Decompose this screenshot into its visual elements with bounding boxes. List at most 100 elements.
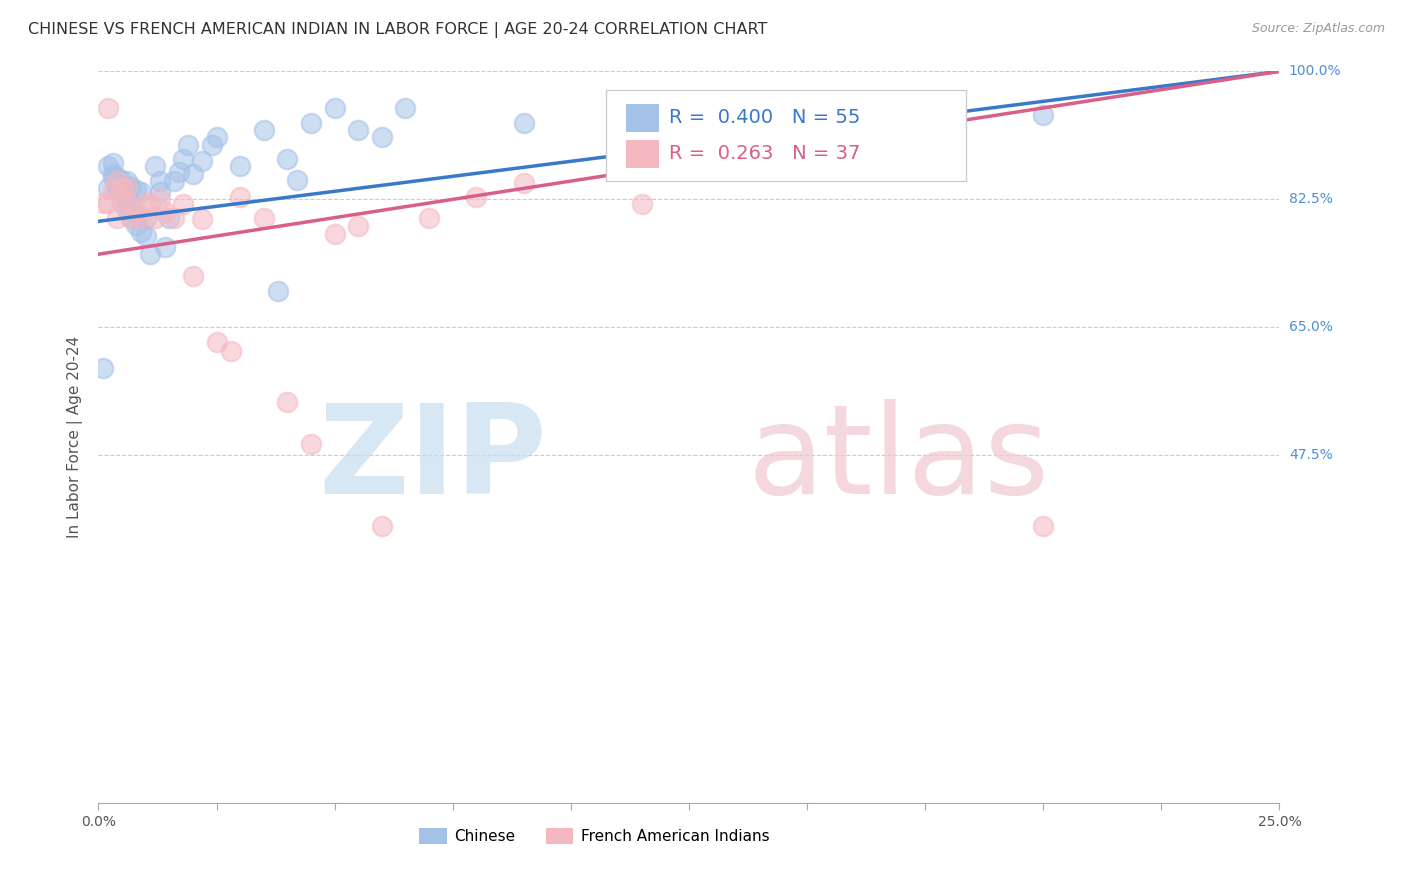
French American Indians	[105, 174, 128, 188]
French American Indians	[143, 211, 166, 225]
French American Indians	[229, 190, 252, 204]
Chinese	[135, 228, 157, 243]
Chinese	[205, 130, 228, 145]
French American Indians	[153, 204, 176, 219]
Chinese	[177, 137, 200, 152]
Chinese	[101, 170, 124, 185]
French American Indians	[1032, 519, 1054, 533]
Chinese	[115, 174, 138, 188]
Chinese	[512, 115, 534, 129]
Chinese	[97, 181, 120, 195]
French American Indians	[149, 192, 172, 206]
Chinese	[139, 247, 162, 261]
Chinese	[149, 185, 172, 199]
French American Indians	[135, 196, 157, 211]
French American Indians	[101, 183, 124, 197]
Chinese	[153, 240, 176, 254]
Chinese	[347, 123, 370, 137]
Chinese	[285, 172, 308, 186]
French American Indians	[205, 334, 228, 349]
Chinese	[101, 156, 124, 170]
Chinese	[276, 152, 298, 166]
Chinese	[105, 181, 128, 195]
Chinese	[167, 165, 190, 179]
Chinese	[91, 360, 114, 375]
French American Indians	[121, 211, 143, 225]
Chinese	[149, 174, 172, 188]
French American Indians	[139, 197, 162, 211]
Chinese	[201, 137, 224, 152]
Chinese	[323, 101, 346, 115]
Chinese	[129, 225, 152, 239]
French American Indians	[115, 181, 138, 195]
Chinese	[115, 203, 138, 218]
FancyBboxPatch shape	[626, 140, 659, 168]
Chinese	[630, 152, 652, 166]
Chinese	[111, 185, 134, 199]
French American Indians	[323, 227, 346, 241]
Chinese	[121, 180, 143, 194]
Legend: Chinese, French American Indians: Chinese, French American Indians	[413, 822, 776, 850]
French American Indians	[172, 197, 194, 211]
French American Indians	[796, 153, 818, 168]
FancyBboxPatch shape	[626, 103, 659, 131]
Chinese	[111, 174, 134, 188]
Chinese	[129, 185, 152, 199]
Chinese	[253, 123, 276, 137]
Chinese	[394, 101, 416, 115]
Text: R =  0.400   N = 55: R = 0.400 N = 55	[669, 108, 860, 128]
Chinese	[105, 170, 128, 185]
French American Indians	[276, 395, 298, 409]
Text: ZIP: ZIP	[319, 399, 547, 519]
French American Indians	[418, 211, 440, 225]
French American Indians	[91, 196, 114, 211]
Chinese	[143, 160, 166, 174]
French American Indians	[371, 519, 394, 533]
Chinese	[229, 160, 252, 174]
Chinese	[1032, 108, 1054, 122]
Chinese	[121, 200, 143, 214]
Chinese	[105, 181, 128, 195]
Chinese	[125, 183, 148, 197]
French American Indians	[181, 269, 204, 284]
French American Indians	[105, 211, 128, 225]
Chinese	[97, 160, 120, 174]
French American Indians	[125, 204, 148, 219]
French American Indians	[111, 181, 134, 195]
Text: 100.0%: 100.0%	[1289, 64, 1341, 78]
Text: 47.5%: 47.5%	[1289, 449, 1333, 462]
French American Indians	[97, 196, 120, 211]
Text: R =  0.263   N = 37: R = 0.263 N = 37	[669, 145, 860, 163]
Chinese	[163, 174, 186, 188]
Chinese	[125, 207, 148, 221]
French American Indians	[253, 211, 276, 225]
Chinese	[125, 218, 148, 232]
Chinese	[115, 188, 138, 202]
Chinese	[115, 181, 138, 195]
Chinese	[191, 153, 214, 168]
Chinese	[135, 211, 157, 225]
Chinese	[121, 211, 143, 225]
Chinese	[172, 152, 194, 166]
Text: Source: ZipAtlas.com: Source: ZipAtlas.com	[1251, 22, 1385, 36]
Chinese	[157, 211, 180, 225]
French American Indians	[465, 190, 488, 204]
Chinese	[111, 180, 134, 194]
Chinese	[181, 167, 204, 181]
Chinese	[844, 94, 866, 108]
French American Indians	[163, 211, 186, 225]
Chinese	[267, 284, 290, 298]
French American Indians	[129, 211, 152, 225]
FancyBboxPatch shape	[606, 90, 966, 181]
Chinese	[101, 167, 124, 181]
French American Indians	[299, 437, 322, 451]
French American Indians	[115, 196, 138, 211]
French American Indians	[111, 193, 134, 207]
French American Indians	[191, 212, 214, 227]
French American Indians	[630, 197, 652, 211]
Y-axis label: In Labor Force | Age 20-24: In Labor Force | Age 20-24	[67, 336, 83, 538]
Text: atlas: atlas	[748, 399, 1050, 519]
Chinese	[371, 130, 394, 145]
French American Indians	[219, 343, 242, 358]
Text: 82.5%: 82.5%	[1289, 193, 1333, 206]
